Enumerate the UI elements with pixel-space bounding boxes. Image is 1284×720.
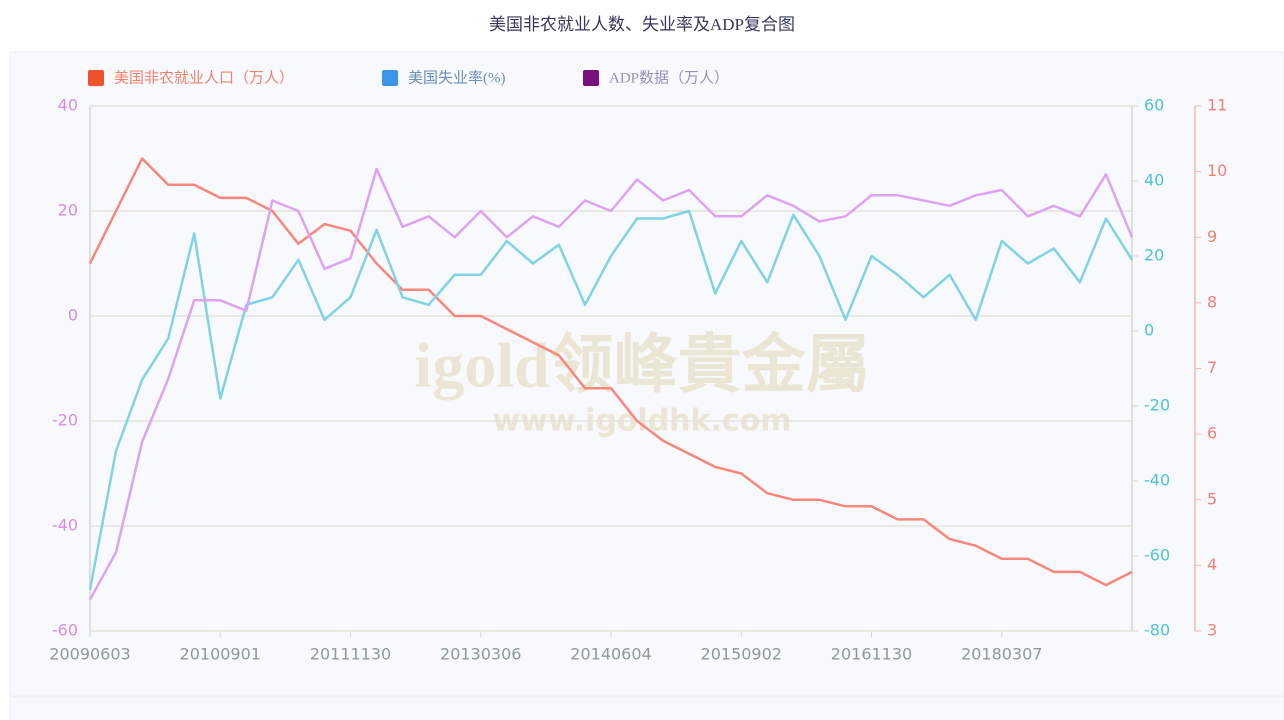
series-line: [88, 209, 1134, 591]
y2-tick-label: -80: [1144, 621, 1170, 640]
legend-swatch: [88, 70, 104, 86]
x-tick-label: 20100901: [180, 645, 261, 664]
y-tick-label: 20: [58, 201, 78, 220]
y-tick-label: -20: [52, 411, 78, 430]
legend-label: ADP数据（万人）: [609, 69, 729, 86]
y3-tick-label: 4: [1207, 555, 1217, 574]
y-tick-label: 40: [58, 96, 78, 115]
series-line: [88, 157, 1133, 587]
legend-label: 美国失业率(%): [408, 69, 506, 86]
lower-panel: [9, 696, 1284, 720]
watermark: igold领峰貴金屬: [414, 330, 869, 401]
y2-tick-label: 20: [1144, 246, 1164, 265]
y-tick-label: -40: [52, 516, 78, 535]
y3-tick-label: 3: [1207, 621, 1217, 640]
x-tick-label: 20130306: [440, 645, 521, 664]
y3-tick-label: 9: [1207, 227, 1217, 246]
y2-tick-label: -60: [1144, 546, 1170, 565]
y2-tick-label: 60: [1144, 96, 1164, 115]
y3-tick-label: 6: [1207, 424, 1217, 443]
y3-tick-label: 7: [1207, 358, 1217, 377]
y2-tick-label: 0: [1144, 321, 1154, 340]
y3-tick-label: 5: [1207, 489, 1217, 508]
y2-tick-label: -20: [1144, 396, 1170, 415]
y3-tick-label: 10: [1207, 161, 1227, 180]
x-tick-label: 20111130: [310, 645, 391, 664]
legend-swatch: [382, 70, 398, 86]
chart-title: 美国非农就业人数、失业率及ADP复合图: [489, 15, 795, 34]
y-tick-label: -60: [52, 621, 78, 640]
x-tick-label: 20180307: [961, 645, 1042, 664]
x-tick-label: 20161130: [831, 645, 912, 664]
x-tick-label: 20090603: [49, 645, 130, 664]
x-tick-label: 20140604: [570, 645, 651, 664]
y-tick-label: 0: [68, 306, 78, 325]
legend-swatch: [583, 70, 599, 86]
series-line: [88, 167, 1134, 601]
x-tick-label: 20150902: [701, 645, 782, 664]
y3-tick-label: 8: [1207, 292, 1217, 311]
legend-label: 美国非农就业人口（万人）: [114, 69, 294, 86]
y3-tick-label: 11: [1207, 96, 1227, 115]
y2-tick-label: -40: [1144, 471, 1170, 490]
y2-tick-label: 40: [1144, 171, 1164, 190]
chart-panel: [9, 51, 1284, 697]
